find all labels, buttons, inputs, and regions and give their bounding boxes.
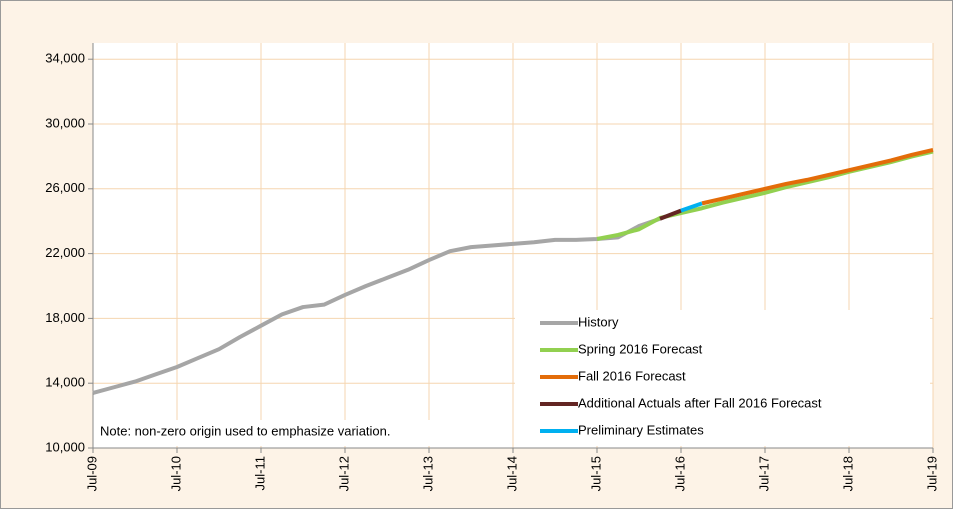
- y-tick-label: 34,000: [45, 51, 85, 66]
- y-tick-label: 10,000: [45, 439, 85, 454]
- legend-label: Spring 2016 Forecast: [578, 341, 703, 356]
- x-tick-label: Jul-10: [168, 456, 183, 491]
- legend-label: Preliminary Estimates: [578, 422, 704, 437]
- x-tick-label: Jul-12: [336, 456, 351, 491]
- note-box: [95, 420, 475, 446]
- series-line: [701, 147, 934, 206]
- y-tick-label: 14,000: [45, 375, 85, 390]
- annotation: Note: non-zero origin used to emphasize …: [100, 423, 391, 438]
- x-tick-label: Jul-18: [840, 456, 855, 491]
- legend-label: Fall 2016 Forecast: [578, 368, 686, 383]
- series-line: [92, 216, 661, 395]
- x-tick-label: Jul-14: [504, 456, 519, 491]
- y-tick-label: 30,000: [45, 115, 85, 130]
- x-tick-label: Jul-19: [924, 456, 939, 491]
- x-tick-label: Jul-13: [420, 456, 435, 491]
- y-tick-label: 26,000: [45, 180, 85, 195]
- y-tick-label: 18,000: [45, 310, 85, 325]
- legend-box: [515, 310, 930, 446]
- legend-label: Additional Actuals after Fall 2016 Forec…: [578, 395, 822, 410]
- x-tick-label: Jul-11: [252, 456, 267, 490]
- series-line: [659, 208, 682, 221]
- x-tick-label: Jul-15: [588, 456, 603, 491]
- legend-label: History: [578, 314, 619, 329]
- y-tick-label: 22,000: [45, 245, 85, 260]
- x-tick-label: Jul-17: [756, 456, 771, 491]
- series-line: [680, 201, 703, 213]
- x-tick-label: Jul-09: [84, 456, 99, 491]
- x-tick-label: Jul-16: [672, 456, 687, 491]
